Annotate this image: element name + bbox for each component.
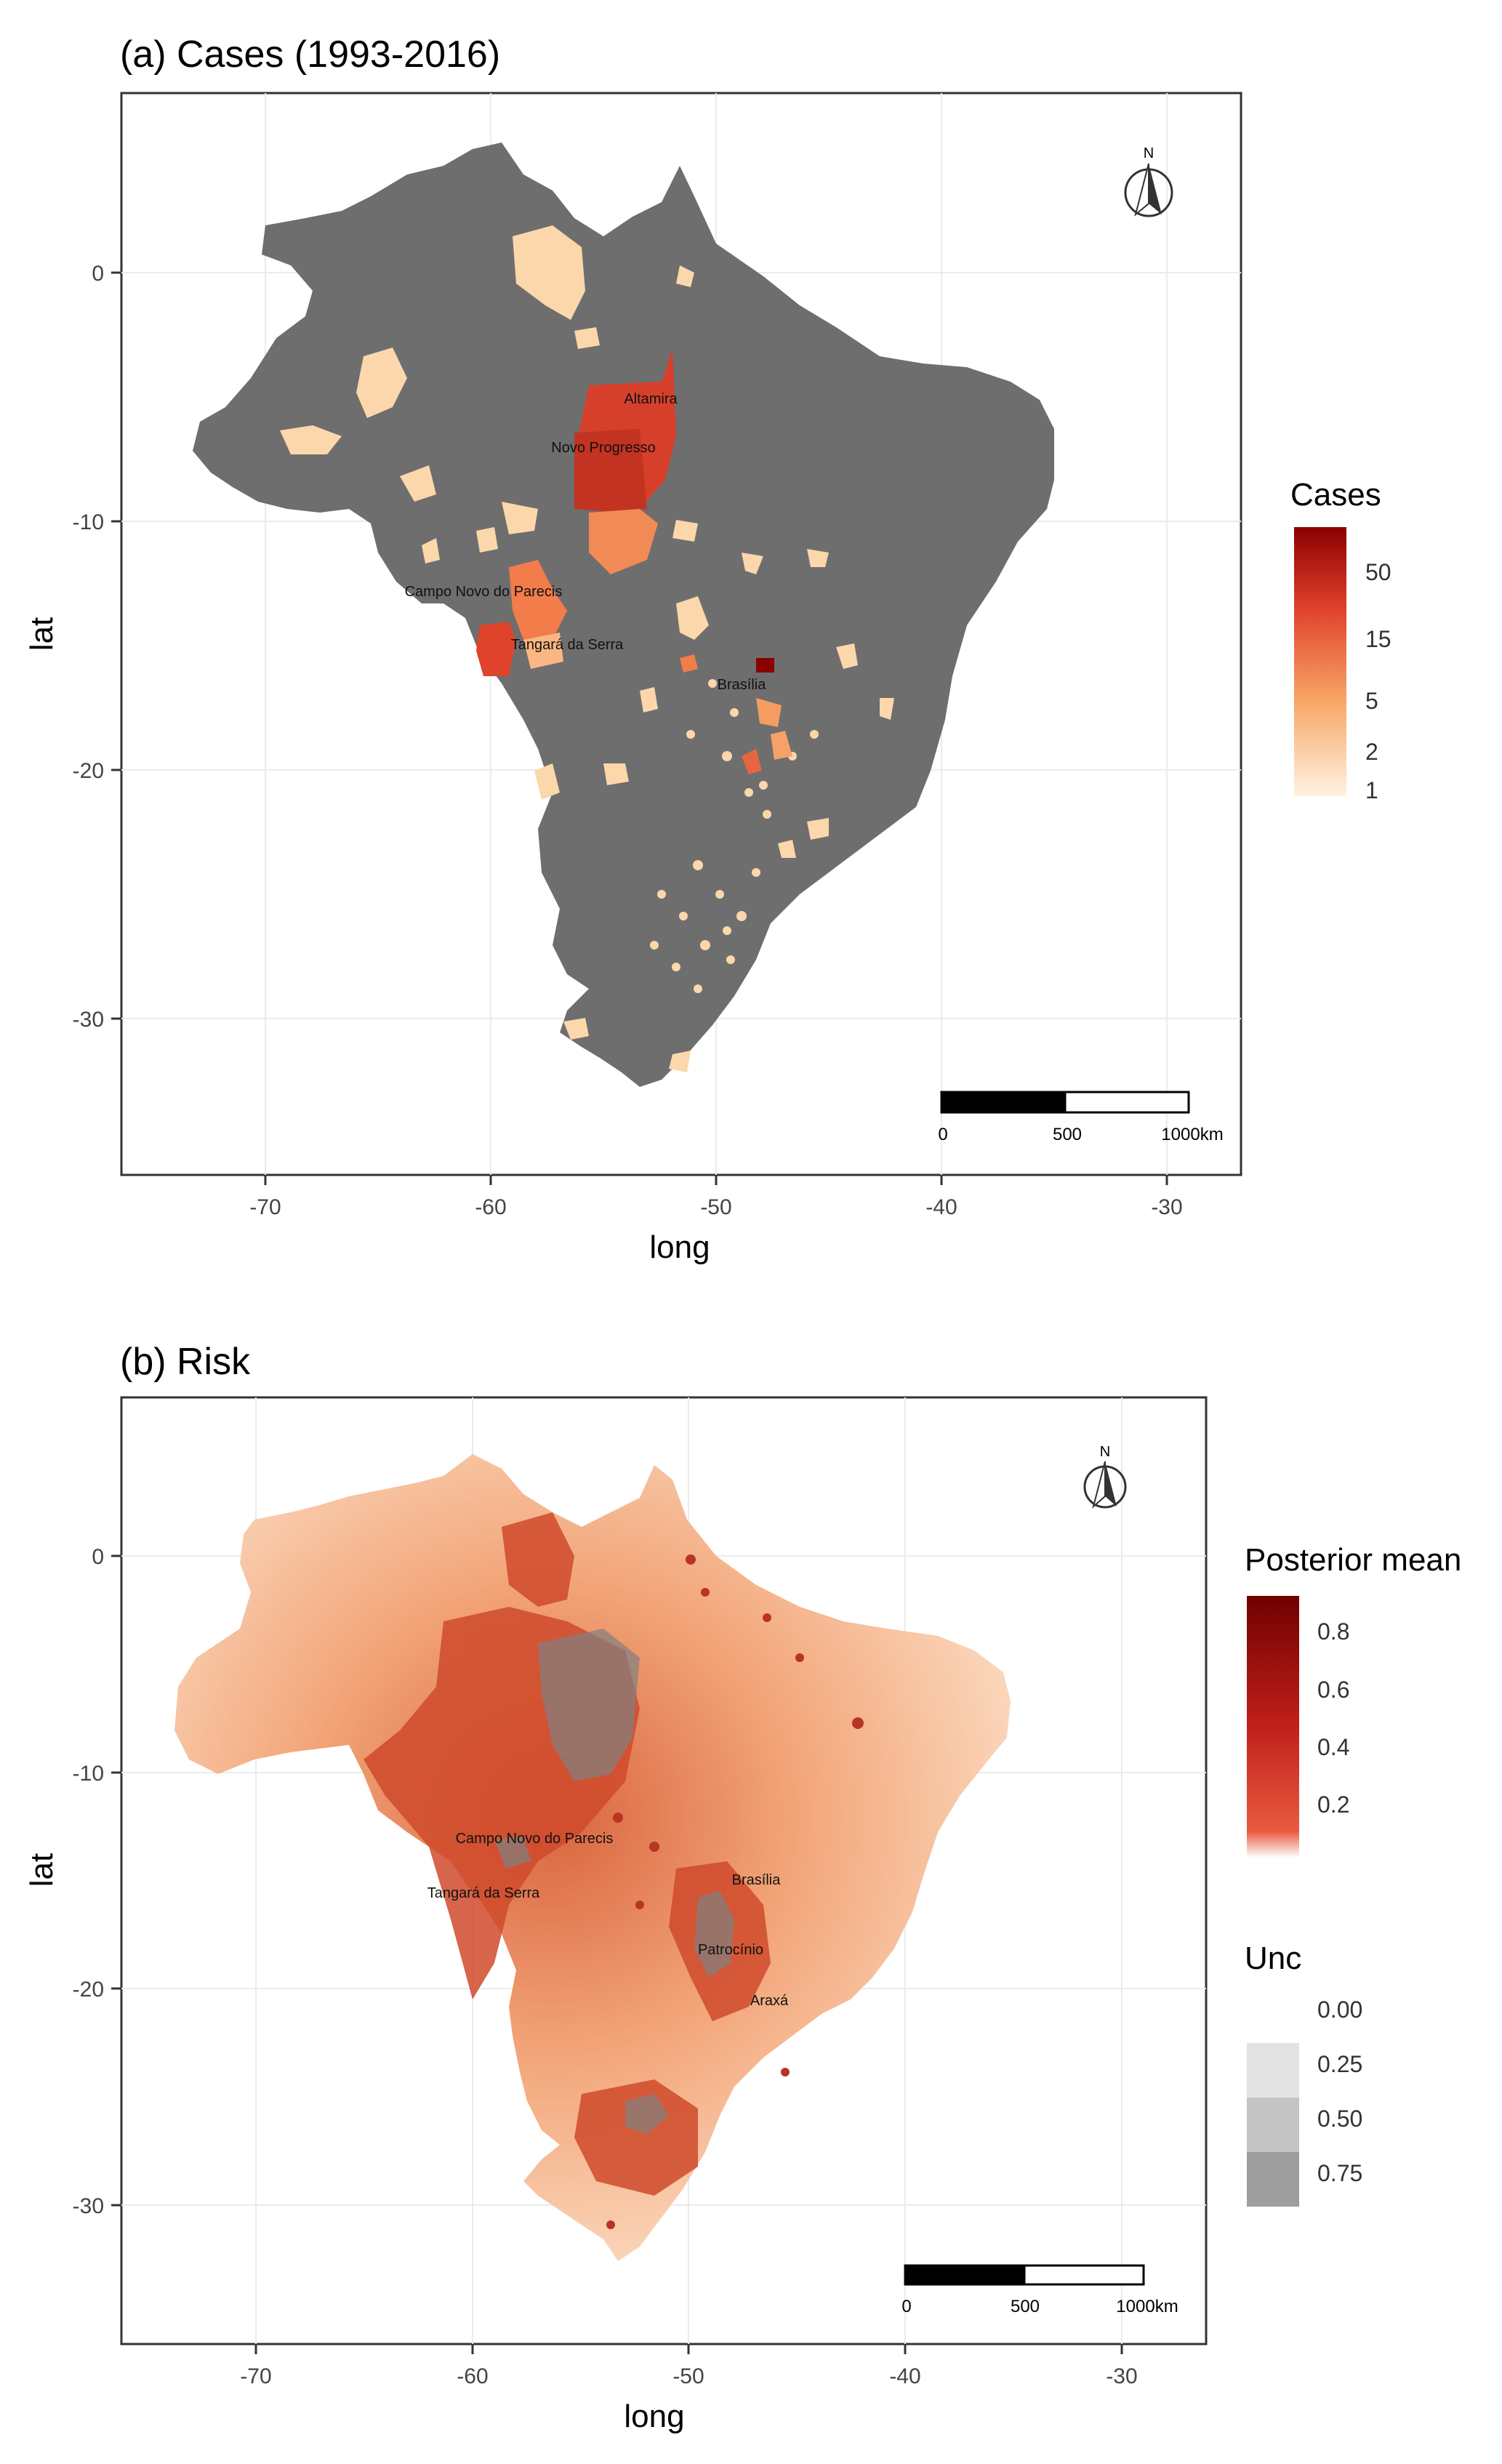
panel-b-y-axis <box>111 1554 121 2207</box>
y-tick-label: 0 <box>92 262 104 286</box>
panel-a-title: (a) Cases (1993-2016) <box>120 33 500 76</box>
x-tick-label: -70 <box>240 2364 271 2388</box>
x-tick-label: -70 <box>249 1195 281 1219</box>
panel-b-y-label: lat <box>24 1853 60 1887</box>
place-label-altamira: Altamira <box>624 391 678 407</box>
posterior-mean-legend-label: 0.2 <box>1317 1791 1349 1818</box>
y-tick-label: -30 <box>73 1008 104 1032</box>
uncertainty-legend: Unc 0.00 0.25 0.50 0.75 <box>1245 1941 1362 2207</box>
panel-a-x-axis <box>264 1175 1168 1185</box>
posterior-mean-colorbar <box>1247 1596 1299 1858</box>
x-tick-label: -40 <box>889 2364 920 2388</box>
uncertainty-overlay <box>494 1629 734 2134</box>
panel-a: (a) Cases (1993-2016) <box>24 33 1391 1265</box>
scale-bar: 0 500 1000km <box>938 1091 1224 1144</box>
brazil-map-a <box>193 143 1054 1087</box>
cases-legend-label: 15 <box>1365 626 1391 652</box>
cases-legend-label: 1 <box>1365 777 1378 803</box>
cases-colorbar <box>1294 527 1346 796</box>
uncertainty-legend-label: 0.25 <box>1317 2051 1362 2077</box>
place-label-novo-progresso: Novo Progresso <box>551 440 655 456</box>
cases-legend: Cases 50 15 5 2 1 <box>1290 477 1391 803</box>
x-tick-label: -60 <box>457 2364 488 2388</box>
y-tick-label: -10 <box>73 1762 104 1786</box>
x-tick-label: -60 <box>475 1195 506 1219</box>
x-tick-label: -30 <box>1151 1195 1182 1219</box>
y-tick-label: -20 <box>73 759 104 783</box>
x-tick-label: -40 <box>925 1195 957 1219</box>
panel-a-place-labels: Altamira Novo Progresso Campo Novo do Pa… <box>405 391 767 693</box>
x-tick-label: -50 <box>672 2364 704 2388</box>
north-arrow-icon: N <box>1083 1444 1127 1509</box>
y-tick-label: -20 <box>73 1978 104 2002</box>
uncertainty-legend-label: 0.50 <box>1317 2106 1362 2132</box>
posterior-mean-legend: Posterior mean 0.8 0.6 0.4 0.2 <box>1245 1542 1461 1858</box>
place-label-campo-novo: Campo Novo do Parecis <box>456 1831 614 1847</box>
panel-a-y-axis <box>111 271 121 1020</box>
panel-b-place-labels: Campo Novo do Parecis Tangará da Serra B… <box>427 1831 789 2009</box>
scale-label-1000: 1000km <box>1116 2297 1178 2316</box>
panel-b-x-label: long <box>624 2399 684 2434</box>
high-case-areas <box>476 349 792 774</box>
north-label: N <box>1144 145 1154 161</box>
north-arrow-icon: N <box>1124 145 1173 217</box>
place-label-brasilia: Brasília <box>718 677 767 693</box>
scale-label-500: 500 <box>1011 2297 1040 2316</box>
place-label-brasilia: Brasília <box>732 1872 782 1888</box>
unc-swatch-1 <box>1247 2043 1299 2098</box>
y-tick-label: 0 <box>92 1545 104 1569</box>
uncertainty-legend-label: 0.75 <box>1317 2160 1362 2186</box>
place-label-tangara: Tangará da Serra <box>427 1885 540 1901</box>
panel-b-x-axis <box>254 2344 1123 2354</box>
panel-a-x-label: long <box>649 1229 710 1265</box>
cases-legend-label: 50 <box>1365 559 1391 585</box>
y-tick-label: -30 <box>73 2194 104 2218</box>
y-tick-label: -10 <box>73 510 104 534</box>
risk-speckles <box>606 1554 864 2229</box>
posterior-mean-legend-label: 0.8 <box>1317 1618 1349 1645</box>
panel-b-title: (b) Risk <box>120 1341 251 1383</box>
scale-label-0: 0 <box>901 2297 911 2316</box>
x-tick-label: -30 <box>1106 2364 1137 2388</box>
place-label-tangara: Tangará da Serra <box>511 637 624 653</box>
cases-legend-title: Cases <box>1290 477 1381 513</box>
place-label-araxa: Araxá <box>750 1993 789 2009</box>
posterior-mean-legend-label: 0.6 <box>1317 1677 1349 1703</box>
panel-b: (b) Risk <box>24 1341 1461 2434</box>
scale-label-0: 0 <box>938 1125 947 1144</box>
light-case-areas <box>280 225 894 1072</box>
posterior-mean-legend-label: 0.4 <box>1317 1734 1349 1760</box>
posterior-mean-legend-title: Posterior mean <box>1245 1542 1461 1578</box>
unc-swatch-2 <box>1247 2098 1299 2152</box>
place-label-campo-novo: Campo Novo do Parecis <box>405 584 563 600</box>
x-tick-label: -50 <box>700 1195 731 1219</box>
scale-label-1000: 1000km <box>1161 1125 1223 1144</box>
panel-a-y-label: lat <box>24 617 60 651</box>
cases-legend-label: 5 <box>1365 688 1378 714</box>
uncertainty-legend-title: Unc <box>1245 1941 1301 1976</box>
unc-swatch-3 <box>1247 2152 1299 2207</box>
unc-swatch-0 <box>1247 1991 1299 2043</box>
scale-label-500: 500 <box>1053 1125 1082 1144</box>
place-label-patrocinio: Patrocínio <box>698 1942 763 1958</box>
uncertainty-legend-label: 0.00 <box>1317 1997 1362 2023</box>
cases-legend-label: 2 <box>1365 739 1378 765</box>
north-label: N <box>1100 1444 1110 1460</box>
scale-bar: 0 500 1000km <box>901 2264 1178 2316</box>
